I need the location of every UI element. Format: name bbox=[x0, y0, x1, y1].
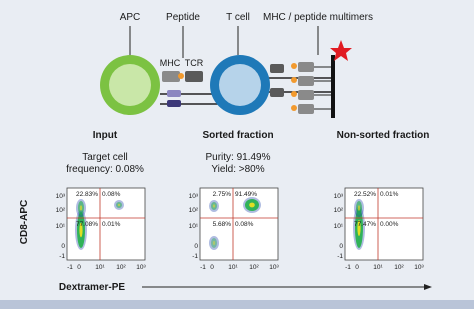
peptide bbox=[178, 73, 184, 79]
tcr bbox=[185, 71, 203, 82]
peptide bbox=[291, 77, 297, 83]
x-tick-label: -1 bbox=[67, 264, 73, 271]
quadrant-value: 5.68% bbox=[213, 221, 232, 228]
panel-caption: Target cell bbox=[82, 152, 128, 163]
x-tick-label: 10³ bbox=[414, 264, 424, 271]
label: MHC bbox=[160, 58, 181, 68]
x-tick-label: 10³ bbox=[136, 264, 146, 271]
x-tick-label: 10¹ bbox=[95, 264, 105, 271]
x-tick-label: 10² bbox=[394, 264, 404, 271]
y-tick-label: 10² bbox=[334, 207, 344, 214]
label: Peptide bbox=[166, 12, 200, 23]
density bbox=[117, 203, 121, 207]
panel-title: Sorted fraction bbox=[202, 130, 273, 141]
tcr bbox=[270, 64, 284, 73]
label: T cell bbox=[226, 12, 250, 23]
mhc bbox=[298, 62, 314, 72]
marker bbox=[167, 90, 181, 97]
label: MHC / peptide multimers bbox=[263, 12, 373, 23]
quadrant-value: 0.00% bbox=[380, 221, 399, 228]
density bbox=[211, 238, 217, 248]
quadrant-value: 22.52% bbox=[354, 191, 376, 198]
label: APC bbox=[120, 12, 141, 23]
panel-title: Non-sorted fraction bbox=[337, 130, 430, 141]
mhc bbox=[298, 90, 314, 100]
x-tick-label: 10² bbox=[249, 264, 259, 271]
y-tick-label: 10³ bbox=[56, 193, 66, 200]
panel-caption: Purity: 91.49% bbox=[205, 152, 270, 163]
backbone bbox=[331, 55, 335, 118]
x-tick-label: 10¹ bbox=[228, 264, 238, 271]
apc-core bbox=[109, 64, 151, 106]
t-cell-core bbox=[219, 64, 261, 106]
flow-plot: 2.75% 91.49% 5.68% 0.08% -1 0 10¹ 10² 10³ 10³ 10² 1… bbox=[189, 187, 280, 271]
mhc bbox=[298, 104, 314, 114]
quadrant-value: 0.01% bbox=[380, 191, 399, 198]
y-axis-label: CD8-APC bbox=[19, 200, 30, 244]
tcr bbox=[270, 88, 284, 97]
x-tick-label: 0 bbox=[210, 264, 214, 271]
panel-title: Input bbox=[93, 130, 118, 141]
x-tick-label: 0 bbox=[355, 264, 359, 271]
y-tick-label: 10³ bbox=[334, 193, 344, 200]
x-tick-label: 10² bbox=[116, 264, 126, 271]
plot-area bbox=[199, 187, 279, 261]
density bbox=[212, 204, 216, 208]
density bbox=[79, 222, 83, 238]
density bbox=[212, 241, 216, 245]
density bbox=[249, 202, 255, 208]
flow-plot: 22.52% 0.01% 77.47% 0.00% -1 0 10¹ 10² 10³ 10³ 10²… bbox=[334, 187, 425, 271]
x-tick-label: -1 bbox=[200, 264, 206, 271]
marker bbox=[167, 100, 181, 107]
flow-plot: 22.83% 0.08% 77.08% 0.01% -1 0 10¹ 10² 10³ 10³ 10²… bbox=[56, 187, 147, 271]
y-tick-label: 10² bbox=[56, 207, 66, 214]
y-tick-label: -1 bbox=[59, 253, 65, 260]
panel-caption: frequency: 0.08% bbox=[66, 164, 144, 175]
peptide bbox=[291, 63, 297, 69]
quadrant-value: 2.75% bbox=[213, 191, 232, 198]
quadrant-value: 0.08% bbox=[235, 221, 254, 228]
multimers bbox=[291, 40, 352, 118]
mhc bbox=[162, 71, 180, 82]
x-tick-label: 10¹ bbox=[373, 264, 383, 271]
x-tick-label: -1 bbox=[345, 264, 351, 271]
x-tick-label: 10³ bbox=[269, 264, 279, 271]
x-tick-label: 0 bbox=[77, 264, 81, 271]
quadrant-value: 0.08% bbox=[102, 191, 121, 198]
density bbox=[357, 205, 361, 211]
y-tick-label: 10³ bbox=[189, 193, 199, 200]
y-tick-label: 10² bbox=[189, 207, 199, 214]
density bbox=[357, 220, 361, 236]
y-tick-label: -1 bbox=[337, 253, 343, 260]
peptide bbox=[291, 91, 297, 97]
mhc bbox=[298, 76, 314, 86]
quadrant-value: 77.47% bbox=[354, 221, 376, 228]
y-tick-label: -1 bbox=[192, 253, 198, 260]
quadrant-value: 77.08% bbox=[76, 221, 98, 228]
label: TCR bbox=[185, 58, 204, 68]
peptide bbox=[291, 105, 297, 111]
panel-caption: Yield: >80% bbox=[211, 164, 264, 175]
density bbox=[79, 205, 83, 211]
quadrant-value: 22.83% bbox=[76, 191, 98, 198]
bottom-band bbox=[0, 300, 474, 309]
y-tick-label: 10¹ bbox=[334, 223, 344, 230]
arrowhead bbox=[424, 284, 432, 290]
y-tick-label: 0 bbox=[339, 243, 343, 250]
quadrant-value: 0.01% bbox=[102, 221, 121, 228]
y-tick-label: 10¹ bbox=[56, 223, 66, 230]
fluorophore bbox=[330, 40, 352, 61]
y-tick-label: 0 bbox=[194, 243, 198, 250]
density bbox=[209, 236, 219, 250]
quadrant-value: 91.49% bbox=[235, 191, 257, 198]
y-tick-label: 0 bbox=[61, 243, 65, 250]
x-axis-label: Dextramer-PE bbox=[59, 282, 125, 293]
y-tick-label: 10¹ bbox=[189, 223, 199, 230]
schematic: APC Peptide T cell MHC / peptide multime… bbox=[100, 12, 373, 118]
